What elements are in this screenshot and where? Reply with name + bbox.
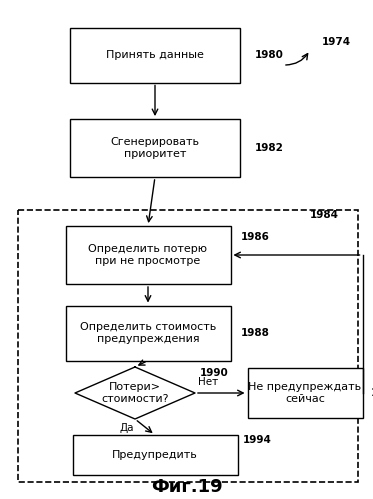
- Text: 1988: 1988: [241, 328, 269, 338]
- Text: 1974: 1974: [322, 37, 351, 47]
- Text: Потери>
стоимости?: Потери> стоимости?: [101, 382, 169, 404]
- Text: 1994: 1994: [242, 435, 272, 445]
- Text: 1986: 1986: [241, 232, 269, 242]
- Text: Предупредить: Предупредить: [112, 450, 198, 460]
- Text: 1982: 1982: [255, 143, 284, 153]
- Polygon shape: [75, 367, 195, 419]
- FancyBboxPatch shape: [72, 435, 238, 475]
- Text: 1992: 1992: [370, 388, 373, 398]
- Text: 1984: 1984: [310, 210, 339, 220]
- Bar: [18, 210, 358, 482]
- Text: Определить потерю
при не просмотре: Определить потерю при не просмотре: [88, 244, 207, 266]
- FancyBboxPatch shape: [66, 305, 231, 360]
- Text: 1980: 1980: [255, 50, 284, 60]
- Text: Да: Да: [120, 423, 134, 433]
- Text: Определить стоимость
предупреждения: Определить стоимость предупреждения: [80, 322, 216, 344]
- FancyBboxPatch shape: [66, 226, 231, 284]
- Text: Принять данные: Принять данные: [106, 50, 204, 60]
- Text: Не предупреждать
сейчас: Не предупреждать сейчас: [248, 382, 361, 404]
- Text: Нет: Нет: [198, 377, 218, 387]
- Text: Фиг.19: Фиг.19: [151, 478, 222, 496]
- Text: 1990: 1990: [200, 368, 229, 378]
- FancyBboxPatch shape: [248, 368, 363, 418]
- Text: Сгенерировать
приоритет: Сгенерировать приоритет: [110, 137, 200, 159]
- FancyBboxPatch shape: [70, 27, 240, 82]
- FancyBboxPatch shape: [70, 119, 240, 177]
